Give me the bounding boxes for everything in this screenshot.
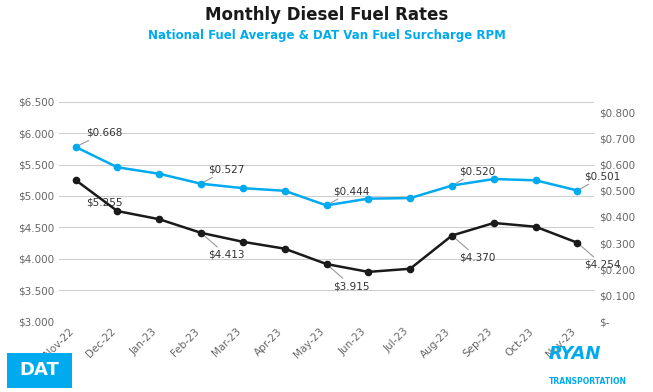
Text: National Fuel Average & DAT Van Fuel Surcharge RPM: National Fuel Average & DAT Van Fuel Sur… xyxy=(148,29,505,42)
Text: $3.915: $3.915 xyxy=(326,264,370,291)
Text: $0.527: $0.527 xyxy=(201,165,244,184)
Text: $5.255: $5.255 xyxy=(76,180,123,207)
Text: $4.370: $4.370 xyxy=(452,236,496,263)
Text: $4.413: $4.413 xyxy=(201,233,244,260)
Text: $0.444: $0.444 xyxy=(326,186,370,205)
Text: DAT: DAT xyxy=(19,361,59,379)
Text: $4.254: $4.254 xyxy=(577,243,621,270)
Text: RYAN: RYAN xyxy=(549,345,601,363)
Text: $0.668: $0.668 xyxy=(76,128,123,147)
Text: $0.520: $0.520 xyxy=(452,167,495,185)
Text: $0.501: $0.501 xyxy=(577,171,621,191)
Text: Monthly Diesel Fuel Rates: Monthly Diesel Fuel Rates xyxy=(205,6,448,24)
Text: TRANSPORTATION: TRANSPORTATION xyxy=(549,377,626,386)
